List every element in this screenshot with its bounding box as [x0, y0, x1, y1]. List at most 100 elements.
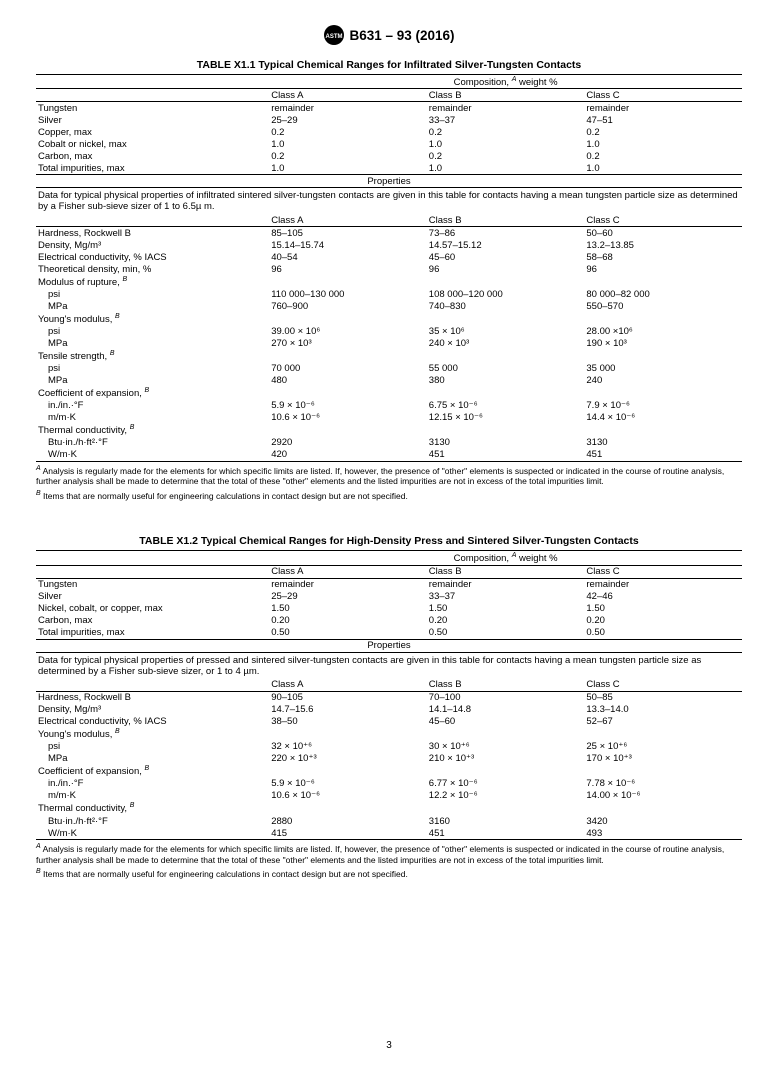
row-label: Silver: [36, 114, 269, 126]
table-row: W/m·K420451451: [36, 449, 742, 461]
row-label: Tensile strength, B: [36, 349, 269, 362]
row-label: MPa: [36, 300, 269, 312]
row-label: Young's modulus, B: [36, 728, 269, 741]
row-label: psi: [36, 325, 269, 337]
cell: 58–68: [584, 251, 742, 263]
cell: 14.1–14.8: [427, 704, 585, 716]
cell: 85–105: [269, 227, 427, 240]
cell: 2880: [269, 815, 427, 827]
cell: 30 × 10⁺⁶: [427, 741, 585, 753]
cell: [269, 349, 427, 362]
cell: 90–105: [269, 691, 427, 704]
row-label: Density, Mg/m³: [36, 704, 269, 716]
cell: [427, 424, 585, 437]
table1: Composition, A weight % Class AClass BCl…: [36, 74, 742, 462]
cell: 2920: [269, 437, 427, 449]
table-row: Electrical conductivity, % IACS38–5045–6…: [36, 716, 742, 728]
table-row: Modulus of rupture, B: [36, 275, 742, 288]
cell: 760–900: [269, 300, 427, 312]
cell: [427, 349, 585, 362]
row-label: W/m·K: [36, 827, 269, 839]
cell: remainder: [584, 578, 742, 591]
table-row: Btu·in./h·ft²·°F288031603420: [36, 815, 742, 827]
cell: [584, 424, 742, 437]
cell: [584, 765, 742, 778]
cell: [269, 275, 427, 288]
cell: [427, 312, 585, 325]
cell: [427, 802, 585, 815]
table-row: Btu·in./h·ft²·°F292031303130: [36, 437, 742, 449]
table1-col-a: Class A: [269, 89, 427, 102]
cell: 3130: [584, 437, 742, 449]
cell: 451: [427, 449, 585, 461]
table-row: Young's modulus, B: [36, 312, 742, 325]
row-label: W/m·K: [36, 449, 269, 461]
table-row: m/m·K10.6 × 10⁻⁶12.2 × 10⁻⁶14.00 × 10⁻⁶: [36, 790, 742, 802]
table-row: MPa270 × 10³240 × 10³190 × 10³: [36, 337, 742, 349]
cell: 96: [427, 263, 585, 275]
row-label: m/m·K: [36, 790, 269, 802]
row-label: psi: [36, 363, 269, 375]
table2-col-a: Class A: [269, 565, 427, 578]
table1-footnote-b: B Items that are normally useful for eng…: [36, 490, 742, 501]
table1-note: Data for typical physical properties of …: [36, 188, 742, 215]
row-label: Hardness, Rockwell B: [36, 227, 269, 240]
cell: [584, 728, 742, 741]
cell: 70–100: [427, 691, 585, 704]
cell: 35 000: [584, 363, 742, 375]
table-row: Total impurities, max1.01.01.0: [36, 162, 742, 175]
table-row: Tungstenremainderremainderremainder: [36, 578, 742, 591]
row-label: Coefficient of expansion, B: [36, 387, 269, 400]
row-label: m/m·K: [36, 412, 269, 424]
table-row: Total impurities, max0.500.500.50: [36, 627, 742, 640]
table1-col-b: Class B: [427, 89, 585, 102]
table-row: Coefficient of expansion, B: [36, 387, 742, 400]
cell: [269, 802, 427, 815]
table2-note: Data for typical physical properties of …: [36, 652, 742, 679]
table2-footnote-a: A Analysis is regularly made for the ele…: [36, 843, 742, 865]
cell: [584, 387, 742, 400]
table1-col-c: Class C: [584, 89, 742, 102]
cell: 493: [584, 827, 742, 839]
cell: 47–51: [584, 114, 742, 126]
cell: 25–29: [269, 591, 427, 603]
table2: Composition, A weight % Class AClass BCl…: [36, 550, 742, 840]
cell: 108 000–120 000: [427, 288, 585, 300]
table-row: Copper, max0.20.20.2: [36, 126, 742, 138]
cell: 451: [584, 449, 742, 461]
table2-col-b: Class B: [427, 565, 585, 578]
cell: 32 × 10⁺⁶: [269, 741, 427, 753]
table-row: MPa480380240: [36, 375, 742, 387]
table-row: Nickel, cobalt, or copper, max1.501.501.…: [36, 603, 742, 615]
table1-footnote-a: A Analysis is regularly made for the ele…: [36, 465, 742, 487]
cell: 7.9 × 10⁻⁶: [584, 400, 742, 412]
cell: 740–830: [427, 300, 585, 312]
cell: remainder: [584, 102, 742, 115]
cell: 0.2: [584, 126, 742, 138]
cell: 0.50: [584, 627, 742, 640]
row-label: Density, Mg/m³: [36, 239, 269, 251]
cell: [269, 765, 427, 778]
cell: 270 × 10³: [269, 337, 427, 349]
cell: 14.7–15.6: [269, 704, 427, 716]
cell: 13.2–13.85: [584, 239, 742, 251]
cell: 10.6 × 10⁻⁶: [269, 412, 427, 424]
cell: 3160: [427, 815, 585, 827]
table-row: Density, Mg/m³14.7–15.614.1–14.813.3–14.…: [36, 704, 742, 716]
table-row: psi39.00 × 10⁶35 × 10⁶28.00 ×10⁶: [36, 325, 742, 337]
table-row: Density, Mg/m³15.14–15.7414.57–15.1213.2…: [36, 239, 742, 251]
cell: [269, 312, 427, 325]
cell: 1.50: [269, 603, 427, 615]
cell: 0.2: [427, 126, 585, 138]
row-label: MPa: [36, 337, 269, 349]
row-label: Carbon, max: [36, 150, 269, 162]
cell: remainder: [427, 102, 585, 115]
cell: 28.00 ×10⁶: [584, 325, 742, 337]
cell: 0.50: [427, 627, 585, 640]
doc-designation: B631 – 93 (2016): [349, 28, 454, 43]
table-row: Hardness, Rockwell B90–10570–10050–85: [36, 691, 742, 704]
cell: 110 000–130 000: [269, 288, 427, 300]
cell: remainder: [427, 578, 585, 591]
cell: 14.4 × 10⁻⁶: [584, 412, 742, 424]
table-row: in./in.·°F5.9 × 10⁻⁶6.75 × 10⁻⁶7.9 × 10⁻…: [36, 400, 742, 412]
